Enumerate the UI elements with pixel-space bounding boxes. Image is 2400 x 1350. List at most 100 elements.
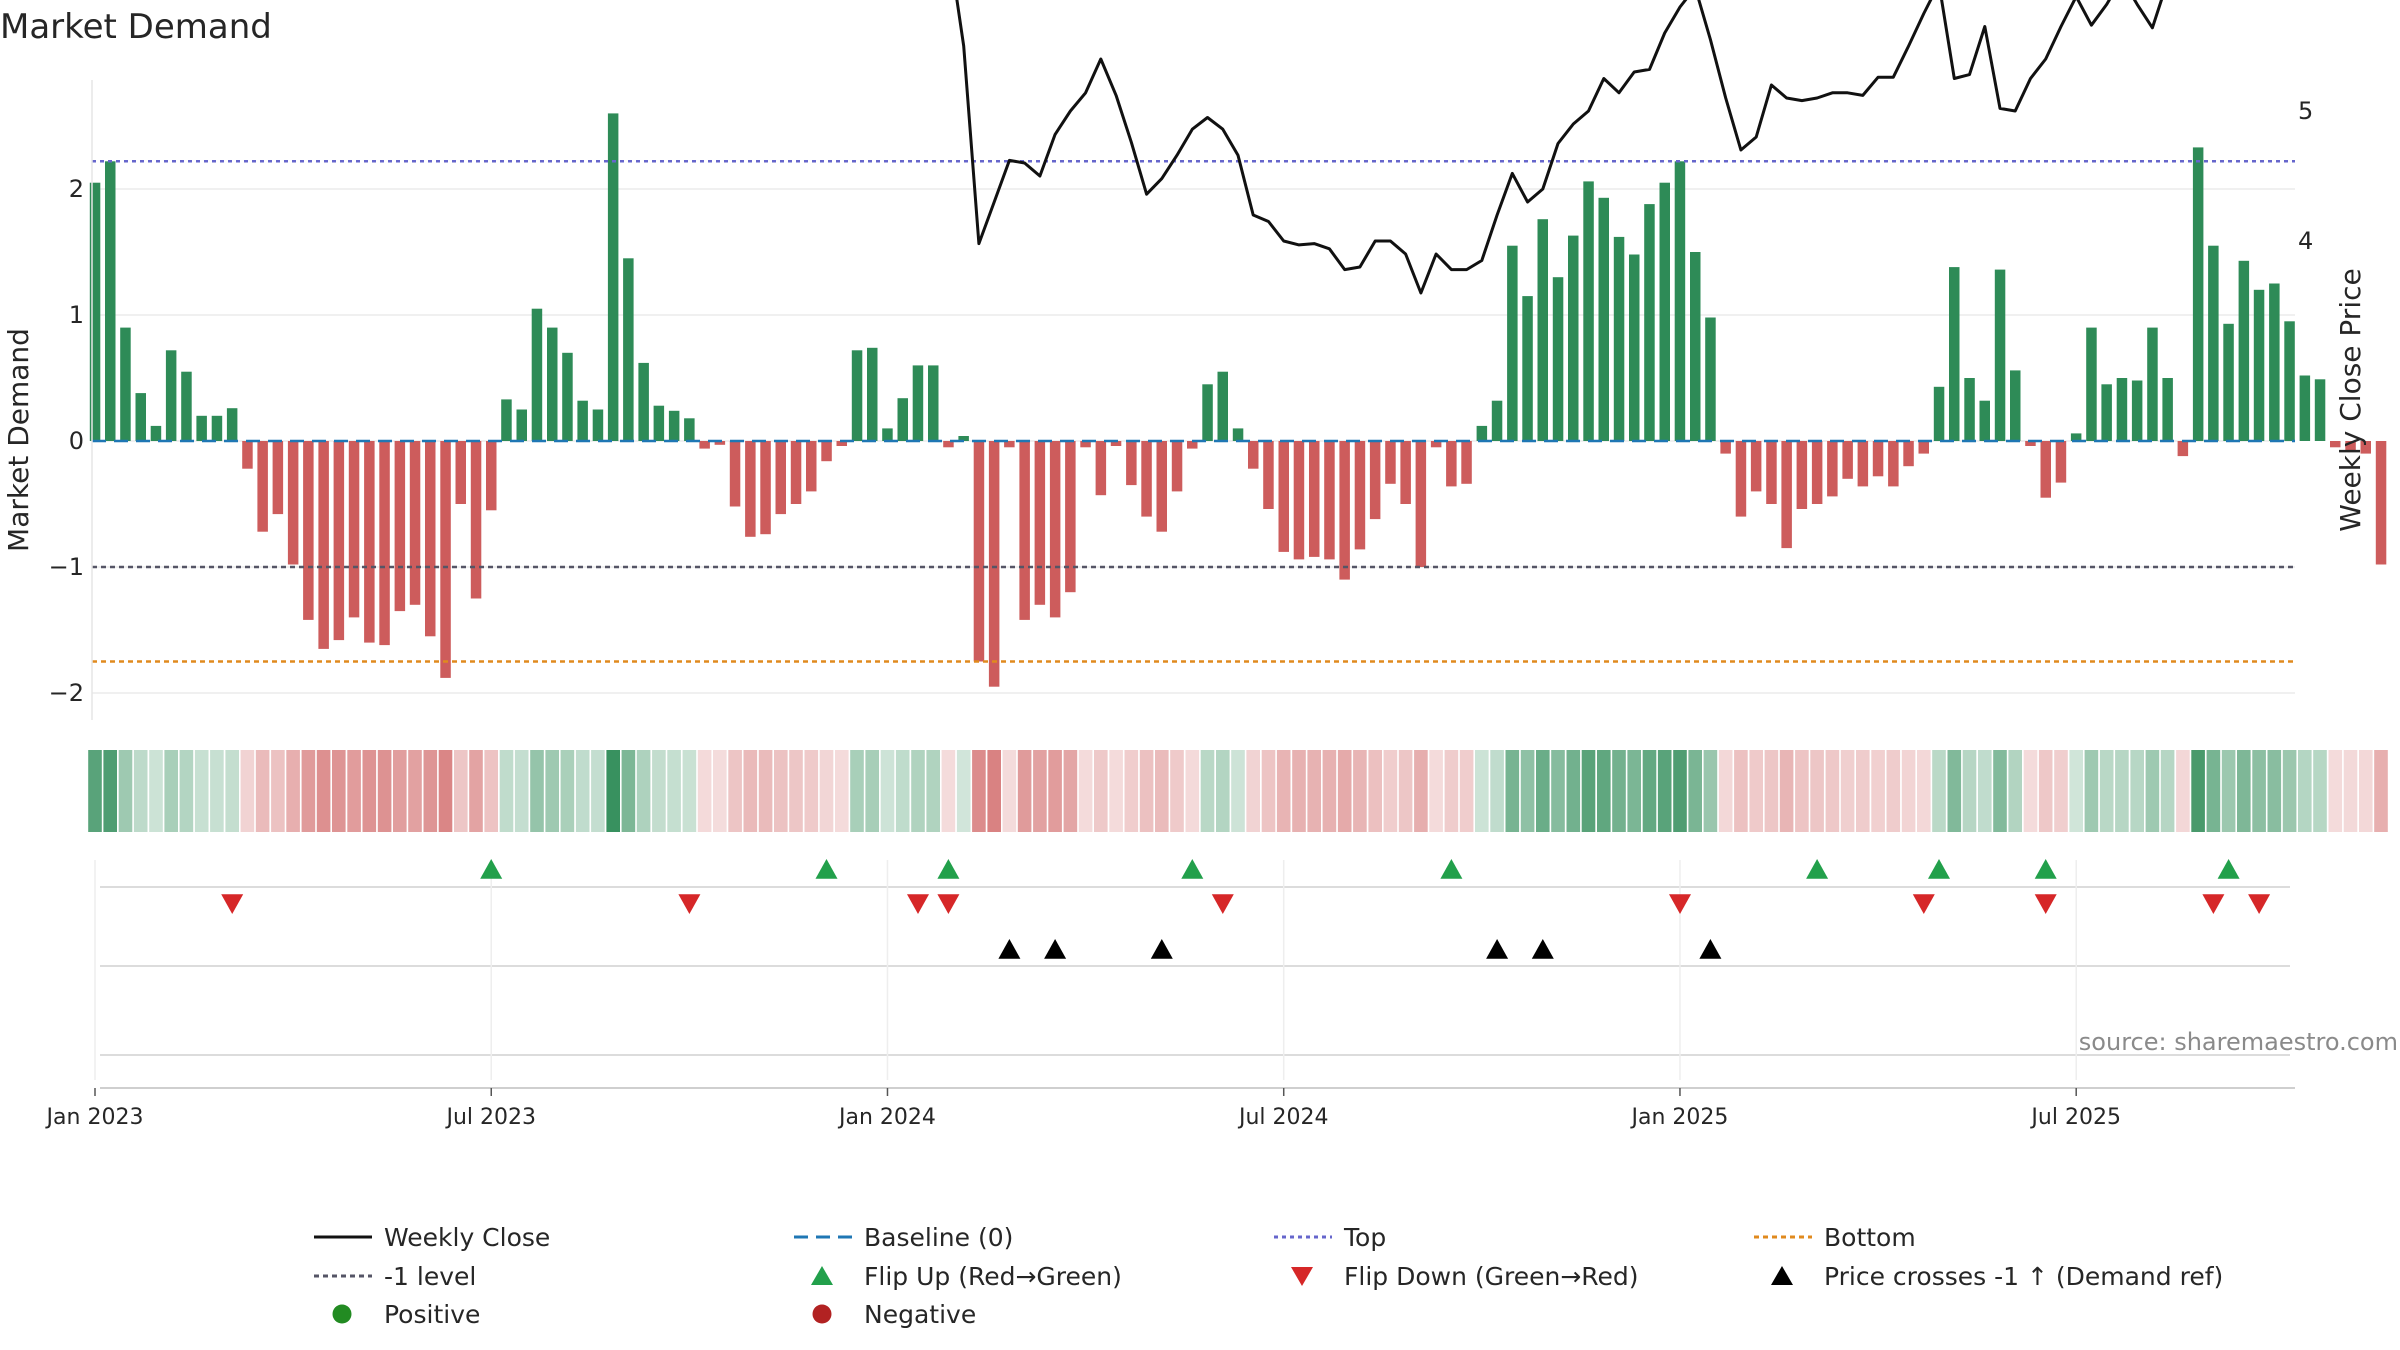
strip-cell xyxy=(1505,750,1520,832)
demand-bar xyxy=(1217,371,1228,441)
demand-bar xyxy=(2208,245,2219,441)
strip-cell xyxy=(1078,750,1093,832)
strip-cell xyxy=(469,750,483,832)
flip-up-marker xyxy=(1181,859,1204,879)
demand-bar xyxy=(1674,161,1686,442)
chart-title: Market Demand xyxy=(0,7,272,47)
demand-bar xyxy=(2055,441,2067,483)
strip-cell xyxy=(819,750,834,832)
demand-bar xyxy=(1263,441,1274,509)
demand-bar xyxy=(897,398,908,441)
strip-cell xyxy=(1033,750,1047,832)
strip-cell xyxy=(179,750,194,832)
strip-cell xyxy=(697,750,712,832)
demand-bar xyxy=(699,441,710,449)
strip-cell xyxy=(2267,750,2282,832)
demand-bar xyxy=(1248,441,1259,469)
strip-cell xyxy=(560,750,575,832)
strip-cell xyxy=(987,750,1001,832)
demand-bar xyxy=(1126,441,1137,486)
legend-swatch xyxy=(332,1304,352,1324)
demand-bar xyxy=(1811,441,1823,504)
demand-bar xyxy=(2162,378,2173,441)
strip-cell xyxy=(271,750,285,832)
demand-bar xyxy=(1552,277,1564,441)
demand-bar xyxy=(2025,441,2036,446)
strip-cell xyxy=(2099,750,2114,832)
strip-cell xyxy=(1688,750,1702,832)
demand-bar xyxy=(1080,441,1091,448)
demand-bar xyxy=(1187,441,1198,449)
strip-cell xyxy=(88,750,102,832)
demand-bar xyxy=(1278,441,1289,552)
y-right-tick-label: 4 xyxy=(2298,227,2313,255)
demand-bar xyxy=(912,365,924,441)
strip-cell xyxy=(1155,750,1169,832)
demand-bar xyxy=(790,441,802,504)
demand-bar xyxy=(2314,379,2326,441)
strip-cell xyxy=(1779,750,1794,832)
demand-bar xyxy=(1415,441,1427,567)
strip-cell xyxy=(1673,750,1687,832)
strip-cell xyxy=(1520,750,1535,832)
strip-cell xyxy=(774,750,788,832)
demand-bar xyxy=(1430,441,1442,448)
strip-cell xyxy=(2115,750,2129,832)
demand-bar xyxy=(2345,441,2356,452)
legend-swatch xyxy=(811,1266,833,1285)
demand-bar xyxy=(272,441,284,515)
demand-bar xyxy=(547,327,558,441)
strip-cell xyxy=(850,750,864,832)
strip-cell xyxy=(1947,750,1962,832)
strip-cell xyxy=(408,750,422,832)
strip-cell xyxy=(682,750,697,832)
demand-bar xyxy=(1979,400,1990,441)
y-right-tick-label: 5 xyxy=(2298,97,2313,125)
demand-bar xyxy=(928,365,939,441)
demand-bar xyxy=(1110,441,1122,446)
strip-cell xyxy=(332,750,346,832)
strip-cell xyxy=(118,750,133,832)
legend-swatch xyxy=(1771,1266,1793,1285)
strip-cell xyxy=(1657,750,1672,832)
strip-cell xyxy=(2328,750,2343,832)
demand-bar xyxy=(1156,441,1167,532)
demand-bar xyxy=(1537,219,1548,441)
demand-bar xyxy=(1202,384,1213,441)
flip-up-marker xyxy=(480,859,503,879)
x-tick-label: Jan 2025 xyxy=(1630,1105,1729,1130)
strip-cell xyxy=(2054,750,2068,832)
flip-up-marker xyxy=(1440,859,1463,879)
strip-cell xyxy=(1094,750,1108,832)
legend-item-baseline: Baseline (0) xyxy=(794,1223,1013,1252)
strip-cell xyxy=(1490,750,1504,832)
strip-cell xyxy=(865,750,879,832)
strip-cell xyxy=(713,750,727,832)
strip-cell xyxy=(911,750,925,832)
legend-item-negative: Negative xyxy=(812,1300,976,1329)
strip-cell xyxy=(1718,750,1733,832)
source-label: source: sharemaestro.com xyxy=(2079,1028,2398,1056)
strip-cell xyxy=(2282,750,2297,832)
legend-item-positive: Positive xyxy=(332,1300,480,1329)
strip-cell xyxy=(423,750,438,832)
strip-cell xyxy=(1810,750,1824,832)
flip-up-marker xyxy=(2217,859,2240,879)
strip-cell xyxy=(514,750,529,832)
strip-cell xyxy=(1216,750,1230,832)
strip-cell xyxy=(1566,750,1581,832)
demand-bar xyxy=(409,441,421,605)
flip-down-marker xyxy=(1669,894,1691,914)
legend-item-flip_down: Flip Down (Green→Red) xyxy=(1291,1262,1639,1291)
demand-bar xyxy=(668,410,680,441)
strip-cell xyxy=(225,750,239,832)
legend-label: Price crosses -1 ↑ (Demand ref) xyxy=(1824,1262,2223,1291)
x-tick-label: Jul 2023 xyxy=(444,1105,536,1130)
strip-cell xyxy=(1322,750,1337,832)
demand-bar xyxy=(1491,400,1503,441)
strip-cell xyxy=(377,750,392,832)
strip-cell xyxy=(1871,750,1885,832)
strip-cell xyxy=(1307,750,1321,832)
demand-bar xyxy=(988,441,1000,687)
flip-down-marker xyxy=(2034,894,2057,914)
